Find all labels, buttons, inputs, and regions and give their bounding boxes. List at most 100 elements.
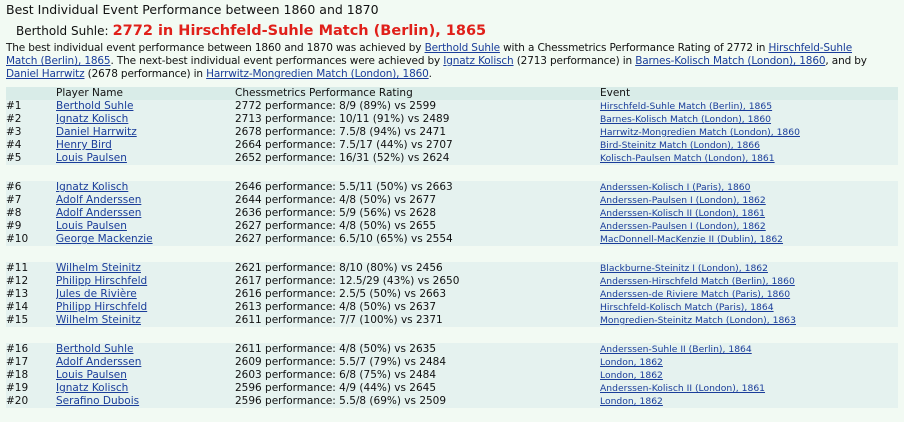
- player-link[interactable]: Daniel Harrwitz: [56, 126, 137, 138]
- event-link[interactable]: London, 1862: [600, 396, 663, 407]
- rank: #13: [6, 288, 29, 300]
- rank: #4: [6, 139, 22, 151]
- event-cell: Mongredien-Steinitz Match (London), 1863: [600, 314, 898, 327]
- player-link[interactable]: Ignatz Kolisch: [56, 382, 129, 394]
- event-link[interactable]: Anderssen-de Riviere Match (Paris), 1860: [600, 289, 791, 300]
- event-link[interactable]: Anderssen-Kolisch II (London), 1861: [600, 208, 766, 219]
- ranking-row: #20 Serafino Dubois 2596 performance: 5.5/…: [6, 395, 898, 408]
- intro-text: .: [428, 68, 432, 80]
- event-cell: Anderssen-Kolisch II (London), 1861: [600, 207, 898, 220]
- intro-link[interactable]: Berthold Suhle: [424, 42, 501, 54]
- event-cell: London, 1862: [600, 356, 898, 369]
- player-link[interactable]: Adolf Anderssen: [56, 356, 142, 368]
- rating: 2611 performance: 4/8 (50%) vs 2635: [235, 343, 437, 355]
- rank: #14: [6, 301, 29, 313]
- row-group: #6 Ignatz Kolisch 2646 performance: 5.5/11…: [6, 165, 898, 246]
- player-link[interactable]: Adolf Anderssen: [56, 194, 142, 206]
- event-link[interactable]: MacDonnell-MacKenzie II (Dublin), 1862: [600, 234, 784, 245]
- event-link[interactable]: Mongredien-Steinitz Match (London), 1863: [600, 315, 796, 326]
- player-link[interactable]: Louis Paulsen: [56, 220, 127, 232]
- event-link[interactable]: Anderssen-Suhle II (Berlin), 1864: [600, 344, 752, 355]
- event-link[interactable]: Harrwitz-Mongredien Match (London), 1860: [600, 127, 800, 138]
- event-cell: Bird-Steinitz Match (London), 1866: [600, 139, 898, 152]
- rating: 2611 performance: 7/7 (100%) vs 2371: [235, 314, 443, 326]
- intro-text: . The next-best individual event perform…: [110, 55, 444, 67]
- player-link[interactable]: Louis Paulsen: [56, 369, 127, 381]
- rank: #11: [6, 262, 29, 274]
- event-link[interactable]: Hirschfeld-Suhle Match (Berlin), 1865: [600, 101, 773, 112]
- player-link[interactable]: Henry Bird: [56, 139, 112, 151]
- player-link[interactable]: Philipp Hirschfeld: [56, 275, 148, 287]
- rating: 2664 performance: 7.5/17 (44%) vs 2707: [235, 139, 453, 151]
- event-link[interactable]: London, 1862: [600, 370, 663, 381]
- player-link[interactable]: Jules de Rivière: [56, 288, 137, 300]
- player-cell: Jules de Rivière: [56, 288, 235, 301]
- intro-link[interactable]: Ignatz Kolisch: [443, 55, 514, 67]
- event-link[interactable]: Anderssen-Hirschfeld Match (Berlin), 186…: [600, 276, 795, 287]
- player-link[interactable]: Louis Paulsen: [56, 152, 127, 164]
- intro-link[interactable]: Hirschfeld-Suhle Match (Berlin), 1865: [6, 42, 853, 67]
- event-link[interactable]: Anderssen-Paulsen I (London), 1862: [600, 195, 766, 206]
- event-link[interactable]: Bird-Steinitz Match (London), 1866: [600, 140, 761, 151]
- player-link[interactable]: Ignatz Kolisch: [56, 181, 129, 193]
- player-link[interactable]: Serafino Dubois: [56, 395, 140, 407]
- event-link[interactable]: Anderssen-Paulsen I (London), 1862: [600, 221, 766, 232]
- intro-text: (2678 performance) in: [84, 68, 207, 80]
- rating: 2627 performance: 4/8 (50%) vs 2655: [235, 220, 437, 232]
- event-cell: Anderssen-Paulsen I (London), 1862: [600, 220, 898, 233]
- spacer-cell: [6, 246, 898, 262]
- rating: 2603 performance: 6/8 (75%) vs 2484: [235, 369, 437, 381]
- highlight: 2772 in Hirschfeld-Suhle Match (Berlin),…: [112, 23, 487, 39]
- rating: 2678 performance: 7.5/8 (94%) vs 2471: [235, 126, 447, 138]
- intro-text: with a Chessmetrics Performance Rating o…: [499, 42, 769, 54]
- rank: #17: [6, 356, 29, 368]
- rating: 2596 performance: 4/9 (44%) vs 2645: [235, 382, 437, 394]
- player-cell: Wilhelm Steinitz: [56, 262, 235, 275]
- intro-link[interactable]: Daniel Harrwitz: [6, 68, 85, 80]
- player-link[interactable]: Philipp Hirschfeld: [56, 301, 148, 313]
- intro-link[interactable]: Harrwitz-Mongredien Match (London), 1860: [206, 68, 429, 80]
- player-link[interactable]: George Mackenzie: [56, 233, 153, 245]
- player-link[interactable]: Ignatz Kolisch: [56, 113, 129, 125]
- rank: #16: [6, 343, 29, 355]
- event-cell: Harrwitz-Mongredien Match (London), 1860: [600, 126, 898, 139]
- event-cell: Blackburne-Steinitz I (London), 1862: [600, 262, 898, 275]
- ranking-row: #3 Daniel Harrwitz 2678 performance: 7.5/8…: [6, 126, 898, 139]
- player-link[interactable]: Adolf Anderssen: [56, 207, 142, 219]
- event-link[interactable]: Hirschfeld-Kolisch Match (Paris), 1864: [600, 302, 774, 313]
- intro-text: The best individual event performance be…: [6, 42, 425, 54]
- ranking-row: #1 Berthold Suhle 2772 performance: 8/9 (8…: [6, 100, 898, 113]
- header-cell: Chessmetrics Performance Rating: [235, 87, 413, 99]
- event-cell: Anderssen-Suhle II (Berlin), 1864: [600, 343, 898, 356]
- rating: 2644 performance: 4/8 (50%) vs 2677: [235, 194, 437, 206]
- event-link[interactable]: Anderssen-Kolisch I (Paris), 1860: [600, 182, 751, 193]
- ranking-row: #14 Philipp Hirschfeld 2613 performance: 4…: [6, 301, 898, 314]
- content: Best Individual Event Performance betwee…: [6, 2, 898, 408]
- player-cell: Ignatz Kolisch: [56, 382, 235, 395]
- event-link[interactable]: London, 1862: [600, 357, 663, 368]
- ranking-row: #17 Adolf Anderssen 2609 performance: 5.5/…: [6, 356, 898, 369]
- event-link[interactable]: Barnes-Kolisch Match (London), 1860: [600, 114, 772, 125]
- subtitle: Berthold Suhle: 2772 in Hirschfeld-Suhle …: [16, 20, 898, 42]
- ranking-row: #11 Wilhelm Steinitz 2621 performance: 8/1…: [6, 262, 898, 275]
- rating: 2772 performance: 8/9 (89%) vs 2599: [235, 100, 437, 112]
- event-link[interactable]: Kolisch-Paulsen Match (London), 1861: [600, 153, 775, 164]
- player-cell: Philipp Hirschfeld: [56, 301, 235, 314]
- spacer-row: [6, 246, 898, 262]
- row-group: #11 Wilhelm Steinitz 2621 performance: 8/1…: [6, 246, 898, 327]
- intro-link[interactable]: Barnes-Kolisch Match (London), 1860: [635, 55, 826, 67]
- player-cell: Wilhelm Steinitz: [56, 314, 235, 327]
- ranking-row: #6 Ignatz Kolisch 2646 performance: 5.5/11…: [6, 181, 898, 194]
- event-cell: London, 1862: [600, 369, 898, 382]
- player-cell: Ignatz Kolisch: [56, 113, 235, 126]
- event-cell: Anderssen-de Riviere Match (Paris), 1860: [600, 288, 898, 301]
- event-link[interactable]: Blackburne-Steinitz I (London), 1862: [600, 263, 768, 274]
- player-link[interactable]: Berthold Suhle: [56, 100, 134, 112]
- spacer-row: [6, 327, 898, 343]
- player-link[interactable]: Berthold Suhle: [56, 343, 134, 355]
- event-link[interactable]: Anderssen-Kolisch II (London), 1861: [600, 383, 766, 394]
- player-link[interactable]: Wilhelm Steinitz: [56, 262, 141, 274]
- player-link[interactable]: Wilhelm Steinitz: [56, 314, 141, 326]
- header-cell: Player Name: [56, 87, 123, 99]
